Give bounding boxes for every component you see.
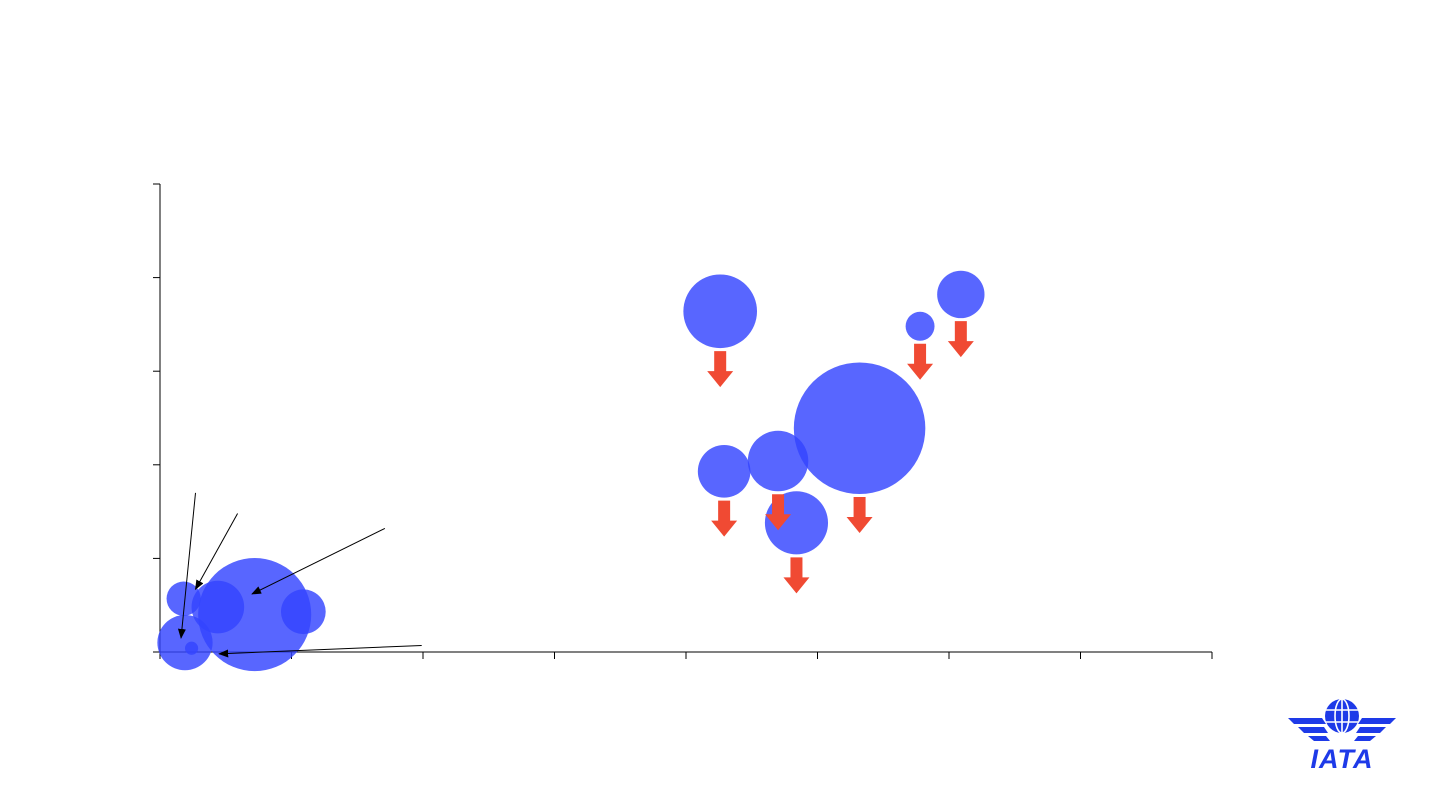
annotation-line xyxy=(251,527,386,595)
down-arrow xyxy=(947,321,974,358)
logo-text: IATA xyxy=(1311,744,1374,774)
down-arrow xyxy=(907,343,934,380)
axes xyxy=(153,183,1213,659)
down-arrow xyxy=(707,351,734,388)
down-arrows xyxy=(707,321,974,594)
bubble xyxy=(747,430,809,492)
bubble xyxy=(184,641,199,655)
annotation-lines xyxy=(177,492,422,658)
bubble xyxy=(937,270,985,319)
annotation-line xyxy=(218,644,422,658)
bubble xyxy=(697,445,751,498)
iata-logo: IATA xyxy=(1284,694,1400,774)
down-arrow xyxy=(711,500,738,537)
down-arrow xyxy=(846,497,873,534)
annotation-line xyxy=(195,513,239,591)
globe-wings-icon: IATA xyxy=(1288,698,1396,774)
bubble xyxy=(280,589,326,635)
bubble xyxy=(157,615,213,671)
down-arrow xyxy=(783,557,810,594)
bubbles xyxy=(157,270,985,672)
bubble xyxy=(198,558,312,672)
annotation-line xyxy=(177,492,197,639)
bubble xyxy=(683,274,758,349)
down-arrow xyxy=(765,494,792,531)
bubble xyxy=(905,311,935,341)
bubble xyxy=(793,362,926,495)
